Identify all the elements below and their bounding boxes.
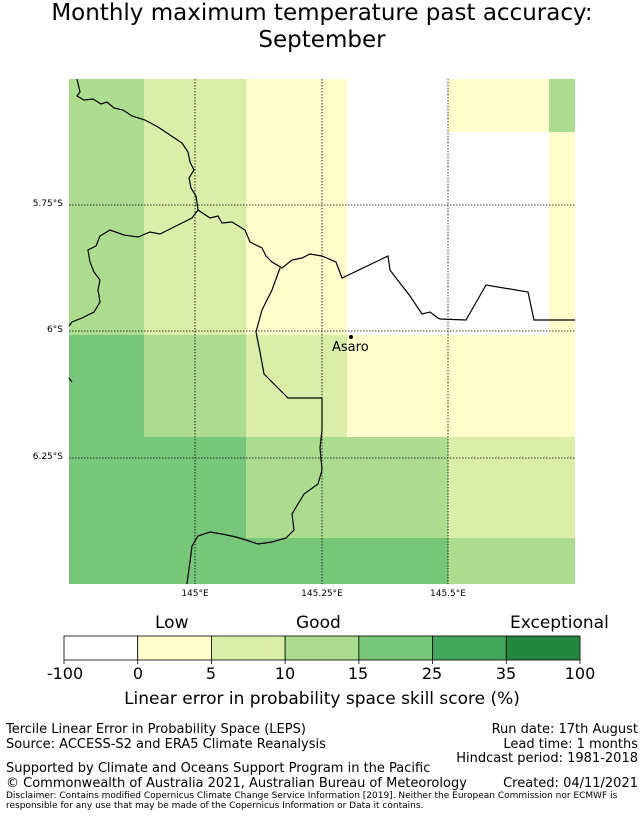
place-marker: [349, 335, 353, 339]
place-label: Asaro: [332, 340, 369, 355]
colorbar-good-label: Good: [296, 613, 341, 633]
footer-supported: Supported by Climate and Oceans Support …: [6, 761, 431, 776]
colorbar-exceptional-label: Exceptional: [510, 613, 609, 633]
footer-copyright: © Commonwealth of Australia 2021, Austra…: [6, 776, 467, 791]
grid-cell: [69, 132, 144, 335]
grid-cell: [69, 437, 246, 538]
colorbar: [63, 635, 581, 664]
colorbar-tick: 100: [564, 664, 596, 683]
colorbar-segment: [505, 635, 581, 661]
grid-cell: [144, 79, 246, 132]
chart-title: Monthly maximum temperature past accurac…: [0, 0, 644, 54]
grid-cell: [549, 79, 575, 132]
colorbar-segment: [358, 635, 433, 661]
grid-cell: [448, 79, 549, 132]
grid-cell: [347, 79, 448, 132]
colorbar-tick: 0: [132, 664, 144, 683]
colorbar-title: Linear error in probability space skill …: [124, 689, 520, 709]
footer-source: Source: ACCESS-S2 and ERA5 Climate Reana…: [6, 737, 326, 752]
footer-hindcast: Hindcast period: 1981-2018: [456, 751, 638, 766]
footer-lead-time: Lead time: 1 months: [503, 737, 638, 752]
colorbar-tick: 25: [421, 664, 443, 683]
grid-cell: [549, 132, 575, 335]
grid-cell: [448, 437, 575, 538]
footer-created: Created: 04/11/2021: [503, 776, 638, 791]
grid-cell: [448, 538, 575, 584]
lon-label: 145.25°E: [301, 589, 343, 599]
grid-cell: [246, 437, 448, 538]
grid-cell: [347, 335, 575, 437]
grid-cell: [246, 335, 347, 437]
colorbar-segment: [137, 635, 212, 661]
grid-cell: [69, 335, 144, 437]
footer-disclaimer: Disclaimer: Contains modified Copernicus…: [6, 791, 618, 811]
colorbar-tick: 10: [274, 664, 296, 683]
coastline: [68, 78, 575, 585]
lat-label: 6.25°S: [32, 452, 63, 462]
lon-label: 145.5°E: [430, 589, 466, 599]
gridlines: [69, 79, 575, 584]
colorbar-tick: 15: [347, 664, 369, 683]
colorbar-low-label: Low: [155, 613, 189, 633]
colorbar-segment: [432, 635, 507, 661]
colorbar-segment: [63, 635, 139, 661]
title-line-1: Monthly maximum temperature past accurac…: [51, 0, 593, 26]
colorbar-segment: [211, 635, 286, 661]
grid-cell: [69, 79, 144, 132]
footer-method: Tercile Linear Error in Probability Spac…: [6, 722, 306, 737]
colorbar-tick: 5: [205, 664, 217, 683]
colorbar-tick: 35: [495, 664, 517, 683]
grid-cell: [69, 538, 448, 584]
grid-cell: [246, 79, 347, 132]
colorbar-segment: [284, 635, 360, 661]
footer-run-date: Run date: 17th August: [491, 722, 638, 737]
title-line-2: September: [258, 27, 386, 53]
lat-label: 6°S: [47, 325, 63, 335]
lat-label: 5.75°S: [32, 199, 63, 209]
grid-cell: [246, 132, 347, 335]
lon-label: 145°E: [181, 589, 209, 599]
colorbar-tick: -100: [46, 664, 84, 683]
